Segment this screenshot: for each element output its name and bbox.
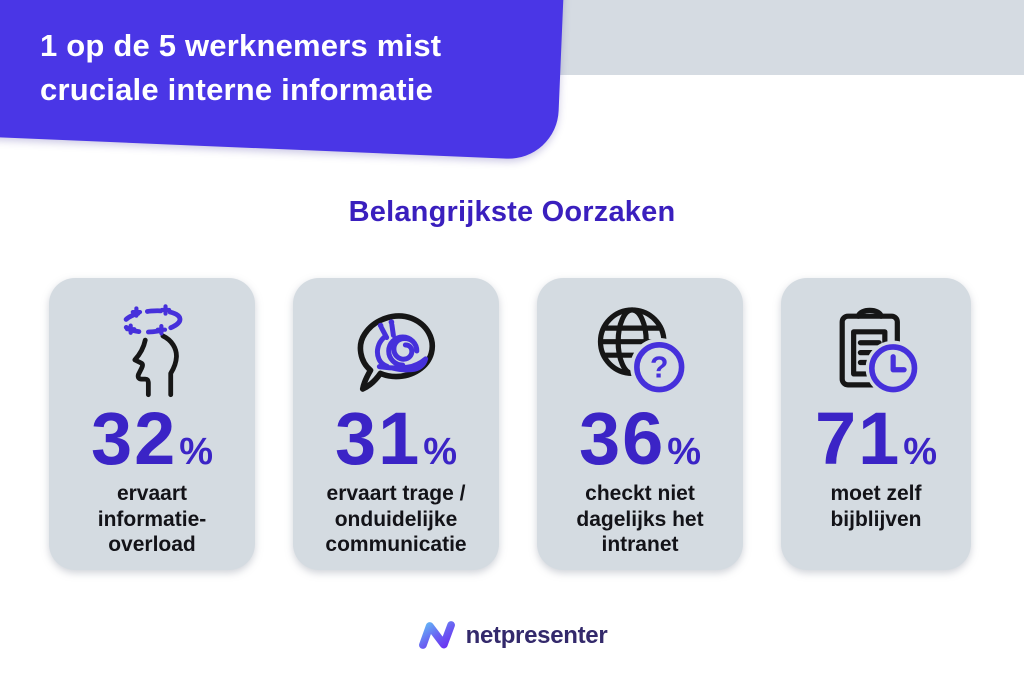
stat-label-line: ervaart [116,482,188,505]
section-heading: Belangrijkste Oorzaken [348,196,676,228]
stat-card-zelf-bijblijven: 71 % moet zelf bijblijven [781,278,971,570]
stat-value-row: 71 % [815,402,937,476]
stat-label-line: onduidelijke [334,507,458,531]
top-right-band [540,0,1024,75]
stat-card-intranet: ? 36 % checkt niet dagelijks het intrane… [537,278,743,570]
stat-card-informatie-overload: 32 % ervaart informatie- overload [49,278,255,570]
headline-line-2: cruciale interne informatie [40,72,434,107]
stat-value-row: 31 % [335,402,457,476]
headline: 1 op de 5 werknemers mist cruciale inter… [40,24,441,112]
stat-value-row: 36 % [579,402,701,476]
stat-unit: % [423,431,458,473]
stat-label-line: ervaart trage / [326,482,466,505]
svg-text:?: ? [650,352,668,385]
stat-label-line: intranet [601,533,679,556]
stat-value: 31 [334,397,422,480]
stat-unit: % [903,431,938,473]
stat-label-line: communicatie [325,533,467,556]
stat-label: moet zelf bijblijven [830,481,921,532]
stat-unit: % [179,431,214,473]
stat-value: 36 [578,397,666,480]
stat-label: checkt niet dagelijks het intranet [576,481,703,558]
dizzy-head-icon [121,304,183,398]
stat-label-line: moet zelf [830,482,922,505]
snail-speech-bubble-icon [357,313,436,392]
netpresenter-logo-icon [418,621,455,649]
globe-question-icon: ? [597,307,689,397]
brand-name: netpresenter [465,621,608,649]
stat-card-trage-communicatie: 31 % ervaart trage / onduidelijke commun… [293,278,499,570]
stat-label-line: checkt niet [585,482,695,505]
stat-label-line: informatie- [97,507,207,531]
headline-line-1: 1 op de 5 werknemers mist [40,28,442,63]
stat-label-line: dagelijks het [576,507,704,531]
stat-label-line: bijblijven [830,507,922,531]
stat-value: 71 [814,397,902,480]
brand-logo: netpresenter [0,620,1024,651]
stat-label-line: overload [108,533,196,556]
stat-unit: % [667,431,702,473]
stat-label: ervaart trage / onduidelijke communicati… [325,481,466,558]
stat-value-row: 32 % [91,402,213,476]
stat-value: 32 [90,397,178,480]
stat-label: ervaart informatie- overload [98,481,207,558]
clipboard-clock-icon [839,307,921,396]
